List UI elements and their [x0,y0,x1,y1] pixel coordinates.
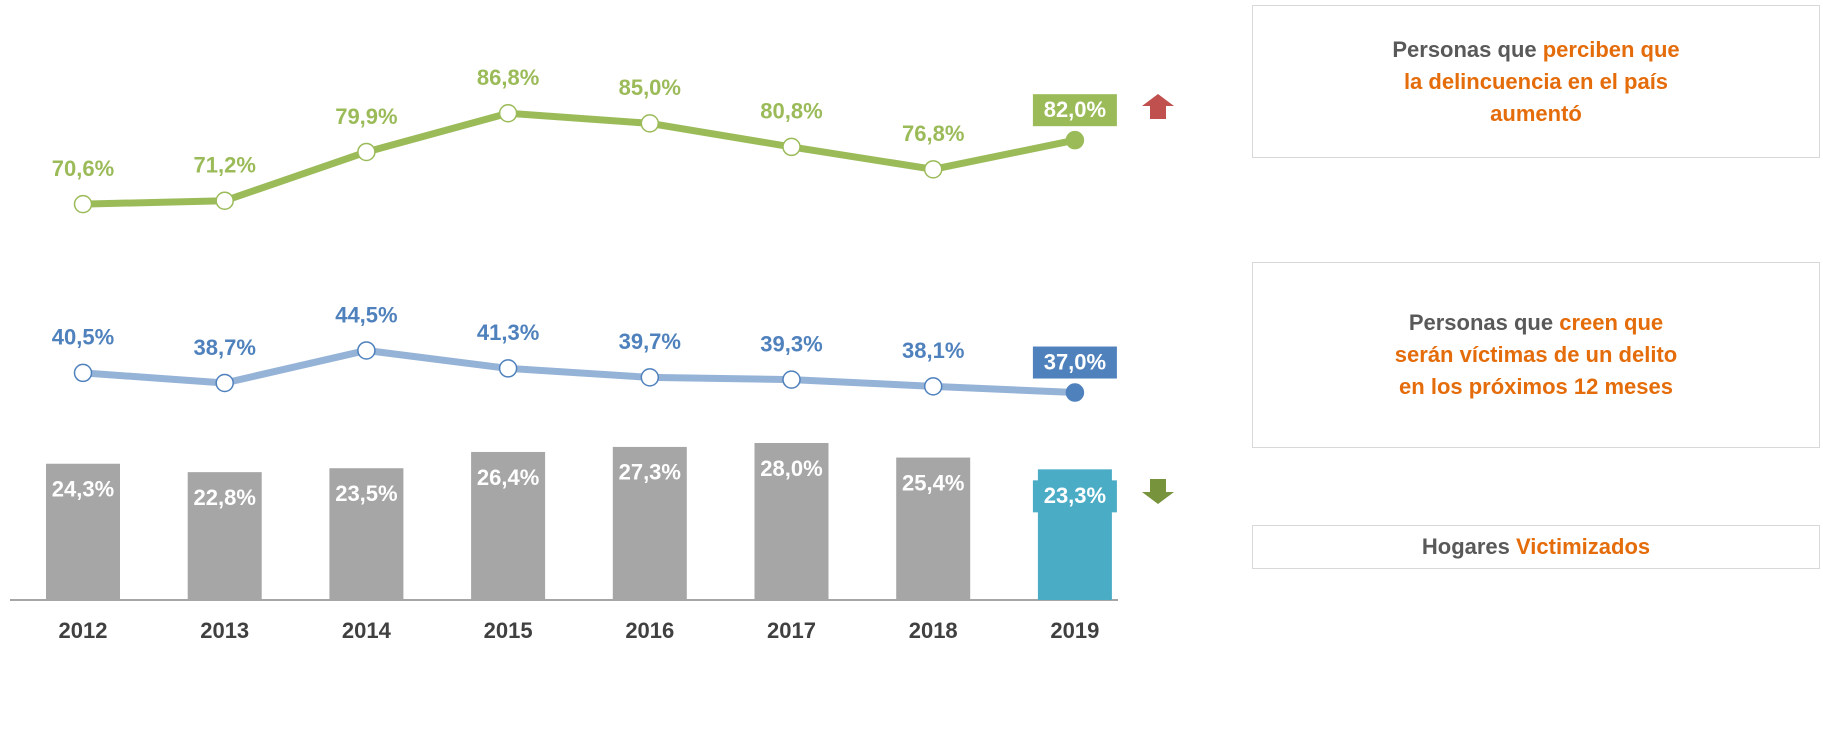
legend-text: Hogares Victimizados [1386,531,1686,563]
legend-part: creen que serán víctimas de un delito en… [1394,310,1678,399]
x-tick-label: 2013 [200,618,249,643]
value-label: 26,4% [477,465,539,490]
legend-box: Hogares Victimizados [1252,525,1820,569]
value-label: 39,7% [619,329,681,354]
marker [1065,383,1085,402]
marker [215,191,234,210]
marker [215,373,234,393]
marker [73,194,93,214]
marker [357,341,376,360]
value-label: 39,3% [760,331,822,356]
up-arrow [1142,94,1174,119]
value-label: 79,9% [335,104,397,129]
x-tick-label: 2017 [767,618,816,643]
value-label: 40,5% [52,325,114,350]
legend-text: Personas que creen que serán víctimas de… [1386,307,1686,403]
value-label: 37,0% [1044,349,1106,374]
legend-part: Victimizados [1516,534,1651,559]
bar [612,446,687,600]
marker [923,377,943,396]
value-label-box [1032,480,1117,513]
x-tick-label: 2012 [59,618,108,643]
marker [923,160,943,179]
marker [640,368,660,387]
x-tick-label: 2018 [909,618,958,643]
legend-part: Personas que [1408,310,1560,335]
legend-part: Personas que [1392,36,1543,62]
value-label: 28,0% [760,456,822,481]
legend-text: Personas que perciben que la delincuenci… [1386,34,1686,130]
marker [782,370,801,389]
marker [640,114,660,133]
value-label: 38,1% [902,338,964,363]
bar [46,463,120,600]
marker [782,137,801,157]
marker [498,104,518,123]
value-label-box [1032,94,1117,127]
bar [896,457,971,600]
value-label: 70,6% [52,156,114,181]
value-label: 80,8% [760,99,822,124]
marker [73,363,93,383]
line [82,109,1076,208]
bar [187,472,262,600]
value-label-box [1032,346,1117,379]
value-label: 23,5% [335,481,397,506]
value-label: 41,3% [477,320,539,345]
x-tick-label: 2014 [342,618,392,643]
value-label: 85,0% [619,75,681,100]
marker [357,142,376,162]
value-label: 38,7% [194,335,256,360]
legend-part: perciben que la delincuencia en el país … [1403,36,1680,126]
legend-box: Personas que perciben que la delincuenci… [1252,5,1820,158]
x-tick-label: 2015 [484,618,533,643]
marker [1065,130,1085,150]
value-label: 25,4% [902,470,964,495]
legend-box: Personas que creen que serán víctimas de… [1252,262,1820,448]
value-label: 22,8% [194,485,256,510]
value-label: 86,8% [477,65,539,90]
value-label: 76,8% [902,121,964,146]
marker [498,359,518,378]
bar [754,442,829,600]
value-label: 24,3% [52,477,114,502]
value-label: 23,3% [1044,483,1106,508]
value-label: 44,5% [335,302,397,327]
x-tick-label: 2019 [1050,618,1099,643]
value-label: 82,0% [1044,97,1106,122]
bar [329,468,404,600]
value-label: 71,2% [194,153,256,178]
legend-part: Hogares [1421,534,1517,559]
down-arrow [1142,479,1174,504]
line [82,346,1076,397]
bar [471,451,546,600]
value-label: 27,3% [619,460,681,485]
x-tick-label: 2016 [625,618,674,643]
